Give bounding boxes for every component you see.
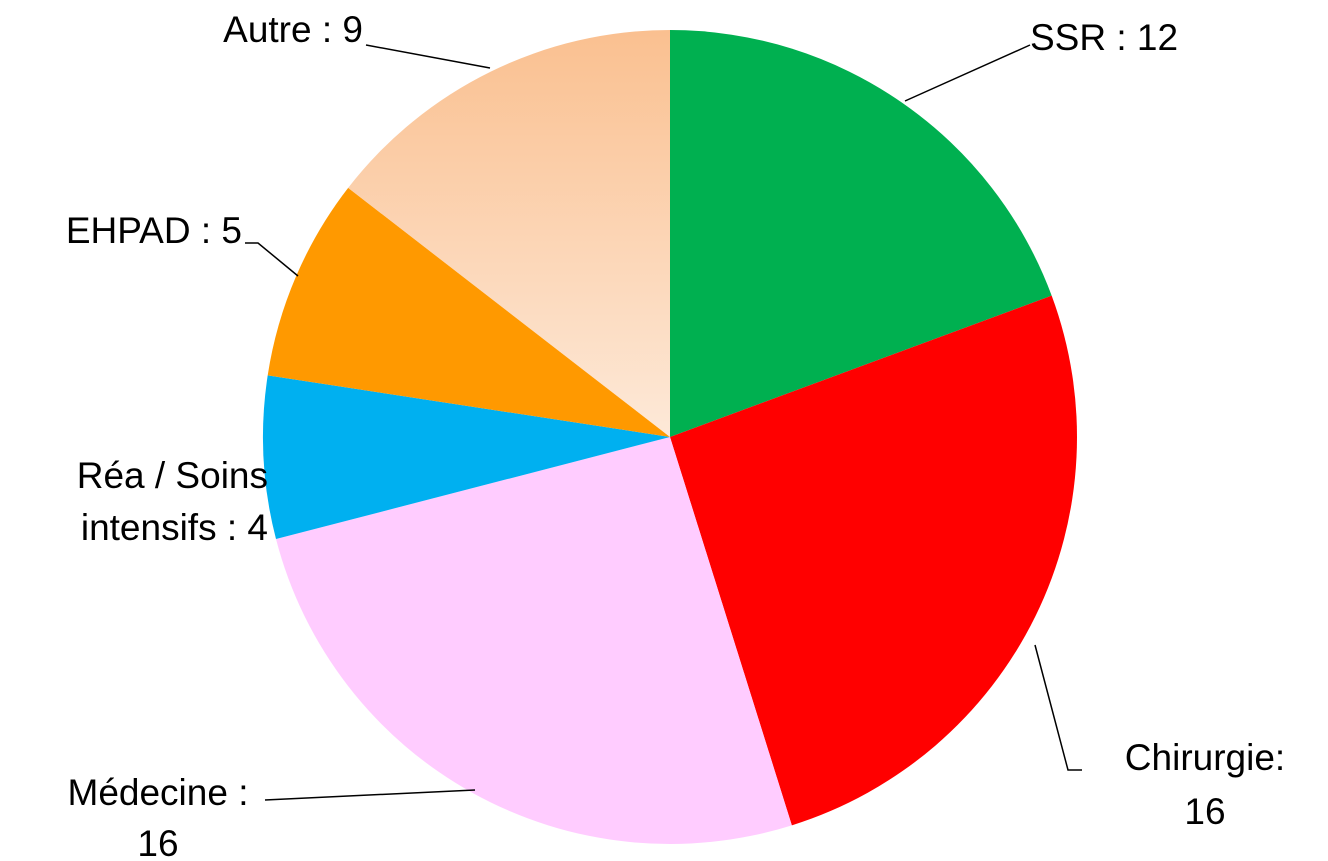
slice-label: Réa / Soins bbox=[77, 455, 268, 496]
leader-line bbox=[264, 789, 476, 801]
slice-label: intensifs : 4 bbox=[81, 507, 268, 548]
slice-label: Chirurgie: bbox=[1125, 737, 1285, 778]
pie-slice bbox=[670, 295, 1077, 826]
pie-slice bbox=[263, 375, 670, 540]
leader-line bbox=[245, 242, 299, 277]
slice-label: Autre : 9 bbox=[223, 9, 363, 50]
pie-slice bbox=[348, 30, 670, 437]
leader-line bbox=[365, 44, 491, 69]
pie-slice bbox=[267, 187, 670, 437]
slice-label: EHPAD : 5 bbox=[66, 210, 242, 251]
slice-label: Médecine : bbox=[68, 772, 249, 813]
leader-line bbox=[1034, 644, 1082, 771]
slice-label: 16 bbox=[1184, 791, 1225, 832]
leader-line bbox=[904, 44, 1031, 102]
pie-slice bbox=[670, 30, 1052, 437]
pie-slice bbox=[275, 437, 792, 844]
slice-label: 16 bbox=[137, 823, 178, 861]
slice-label: SSR : 12 bbox=[1030, 17, 1178, 58]
